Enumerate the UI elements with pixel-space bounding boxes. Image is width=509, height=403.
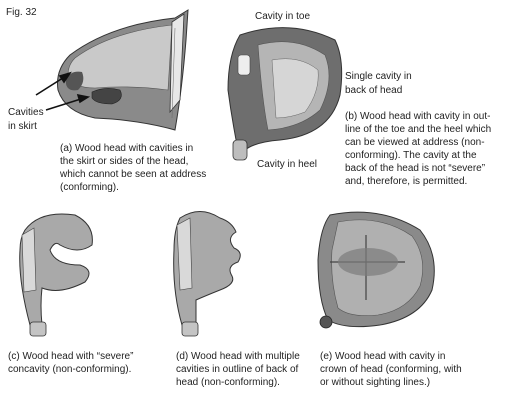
caption-c-line: concavity (non-conforming). — [8, 364, 132, 375]
label-cavity-in-heel: Cavity in heel — [257, 159, 318, 170]
caption-e-line: or without sighting lines.) — [320, 377, 431, 388]
caption-c: (c) Wood head with “severe” concavity (n… — [8, 350, 133, 376]
wood-head-d-illustration — [173, 211, 241, 337]
caption-d: (d) Wood head with multiple cavities in … — [176, 350, 300, 389]
caption-b-line: back of the head is not “severe” — [345, 163, 486, 174]
label-cavities-skirt-line2: in skirt — [8, 121, 37, 132]
caption-a-line: (conforming). — [60, 182, 119, 193]
caption-b-line: and, therefore, is permitted. — [345, 176, 468, 187]
caption-b: (b) Wood head with cavity in out- line o… — [345, 110, 491, 188]
label-cavity-in-toe: Cavity in toe — [255, 11, 311, 22]
caption-b-line: conforming). The cavity at the — [345, 150, 477, 161]
caption-e-line: (e) Wood head with cavity in — [320, 351, 446, 362]
caption-a-line: the skirt or sides of the head, — [60, 156, 189, 167]
caption-b-line: line of the toe and the heel which — [345, 124, 492, 135]
wood-head-b-illustration — [227, 27, 343, 161]
caption-c-line: (c) Wood head with “severe” — [8, 351, 134, 362]
wood-head-c-illustration — [19, 213, 93, 337]
caption-d-line: head (non-conforming). — [176, 377, 280, 388]
caption-e-line: crown of head (conforming, with — [320, 364, 462, 375]
arrow-skirt-lower — [45, 93, 91, 111]
wood-head-e-illustration — [317, 211, 435, 329]
arrow-skirt-upper — [35, 71, 72, 96]
caption-d-line: cavities in outline of back of — [176, 364, 299, 375]
label-single-cavity-line1: Single cavity in — [345, 71, 412, 82]
caption-b-line: can be viewed at address (non- — [345, 137, 485, 148]
caption-d-line: (d) Wood head with multiple — [176, 351, 300, 362]
label-cavities-skirt-line1: Cavities — [8, 107, 44, 118]
wood-head-a-illustration — [57, 9, 189, 131]
caption-a: (a) Wood head with cavities in the skirt… — [60, 142, 206, 194]
figure-label: Fig. 32 — [6, 7, 37, 18]
caption-a-line: (a) Wood head with cavities in — [60, 143, 194, 154]
caption-a-line: which cannot be seen at address — [60, 169, 207, 180]
label-single-cavity-line2: back of head — [345, 85, 403, 96]
caption-b-line: (b) Wood head with cavity in out- — [345, 111, 491, 122]
caption-e: (e) Wood head with cavity in crown of he… — [320, 350, 462, 389]
